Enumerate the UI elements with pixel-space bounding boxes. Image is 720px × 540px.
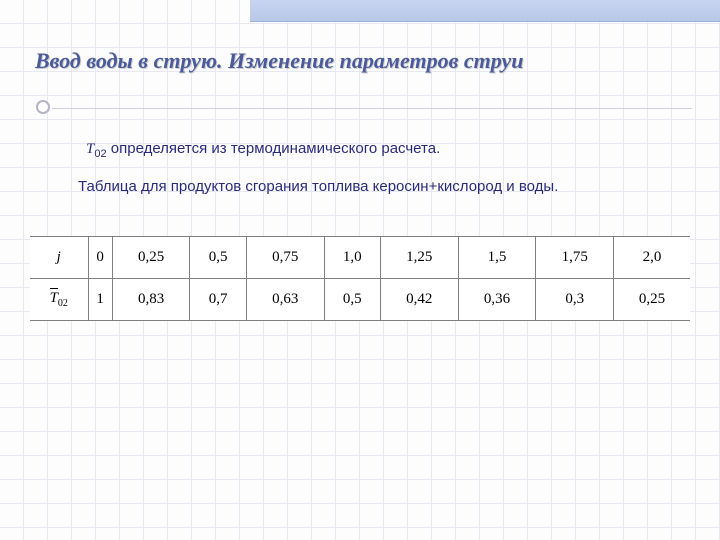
table-cell: 0,25 [614,279,690,321]
table-cell: 1,0 [324,237,380,279]
table-cell: 0,25 [112,237,190,279]
table-cell: 0,75 [246,237,324,279]
table-cell: 1,25 [380,237,458,279]
row-label-j: j [30,237,88,279]
table-cell: 1,5 [458,237,536,279]
var-T-sub: 02 [94,148,106,160]
table-cell: 0,63 [246,279,324,321]
table-cell: 0,83 [112,279,190,321]
table-cell: 1 [88,279,112,321]
data-table-wrap: j 0 0,25 0,5 0,75 1,0 1,25 1,5 1,75 2,0 … [30,236,690,321]
table-cell: 0,5 [324,279,380,321]
bullet-divider [36,100,50,114]
table-cell: 0,42 [380,279,458,321]
table-cell: 0 [88,237,112,279]
row2-main: T [50,290,58,306]
text-line-1: T02 определяется из термодинамического р… [86,140,440,160]
slide-title: Ввод воды в струю. Изменение параметров … [35,48,524,74]
text-line-2: Таблица для продуктов сгорания топлива к… [78,178,558,195]
table-cell: 0,36 [458,279,536,321]
decorative-top-bar [250,0,720,22]
table-cell: 1,75 [536,237,614,279]
row2-sub: 02 [58,298,68,309]
data-table: j 0 0,25 0,5 0,75 1,0 1,25 1,5 1,75 2,0 … [30,236,690,321]
table-cell: 2,0 [614,237,690,279]
table-cell: 0,3 [536,279,614,321]
table-row: T02 1 0,83 0,7 0,63 0,5 0,42 0,36 0,3 0,… [30,279,690,321]
table-row: j 0 0,25 0,5 0,75 1,0 1,25 1,5 1,75 2,0 [30,237,690,279]
table-cell: 0,5 [190,237,246,279]
table-cell: 0,7 [190,279,246,321]
row-label-T02: T02 [30,279,88,321]
line1-tail: определяется из термодинамического расче… [107,140,441,157]
